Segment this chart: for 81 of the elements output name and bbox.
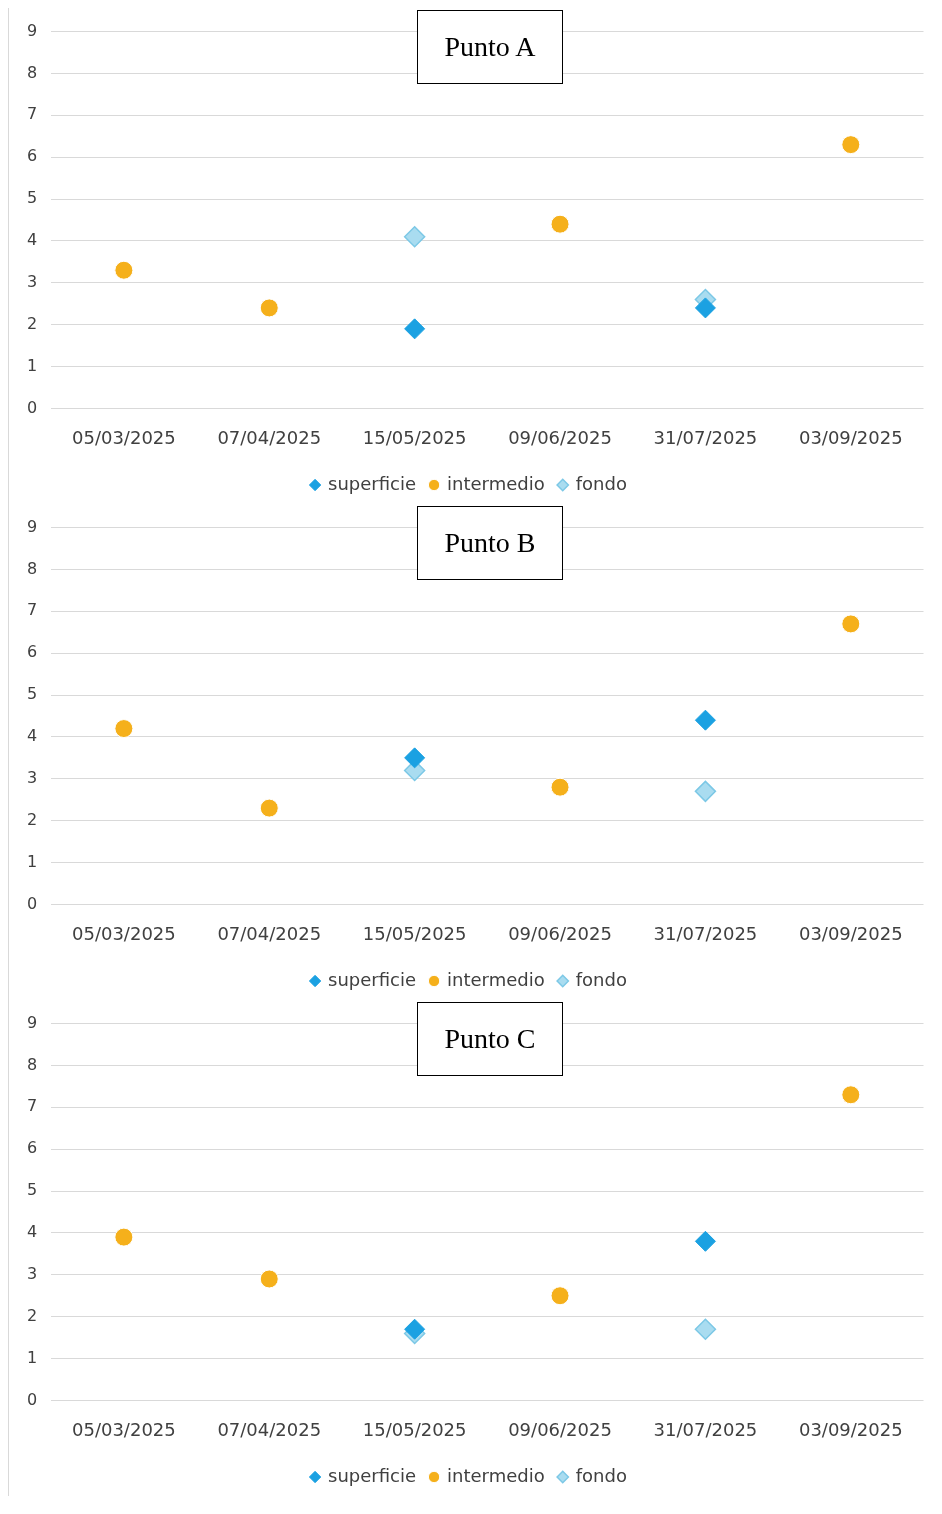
- y-tick-label: 6: [26, 146, 38, 166]
- point: [114, 1227, 134, 1247]
- y-tick-label: 3: [26, 271, 38, 291]
- x-tick-label: 05/03/2025: [72, 922, 176, 944]
- point: [841, 614, 861, 634]
- y-tick-label: 9: [26, 20, 38, 40]
- x-tick-label: 05/03/2025: [72, 426, 176, 448]
- y-tick-label: 8: [26, 62, 38, 82]
- x-tick-label: 31/07/2025: [653, 1418, 758, 1440]
- y-tick-label: 4: [26, 726, 38, 746]
- x-tick-label: 07/04/2025: [217, 426, 322, 448]
- point: [694, 1230, 716, 1252]
- x-tick-label: 09/06/2025: [508, 922, 612, 944]
- y-tick-label: 1: [26, 851, 38, 871]
- point: [259, 1269, 279, 1289]
- point: [114, 719, 134, 739]
- legend-label: superficie: [328, 472, 417, 494]
- legend-label: intermedio: [447, 472, 545, 494]
- point: [259, 298, 279, 318]
- x-tick-label: 03/09/2025: [798, 922, 903, 944]
- y-tick-label: 1: [26, 1347, 38, 1367]
- point: [694, 709, 716, 731]
- y-tick-label: 3: [26, 1263, 38, 1283]
- point: [404, 318, 426, 340]
- y-tick-label: 8: [26, 558, 38, 578]
- y-tick-label: 0: [26, 397, 38, 417]
- point: [259, 798, 279, 818]
- x-tick-label: 15/05/2025: [362, 426, 467, 448]
- y-tick-label: 9: [26, 516, 38, 536]
- chart-title: Punto A: [417, 10, 563, 84]
- y-tick-label: 2: [26, 809, 38, 829]
- legend-label: superficie: [328, 1464, 417, 1486]
- x-tick-label: 09/06/2025: [508, 1418, 612, 1440]
- y-tick-label: 2: [26, 1305, 38, 1325]
- x-tick-label: 03/09/2025: [798, 426, 903, 448]
- y-tick-label: 0: [26, 1389, 38, 1409]
- point: [550, 214, 570, 234]
- legend-label: fondo: [575, 472, 627, 494]
- y-tick-label: 7: [26, 600, 38, 620]
- y-tick-label: 4: [26, 230, 38, 250]
- y-tick-label: 8: [26, 1054, 38, 1074]
- y-tick-label: 6: [26, 1138, 38, 1158]
- x-tick-label: 07/04/2025: [217, 922, 322, 944]
- y-tick-label: 9: [26, 1012, 38, 1032]
- legend-label: fondo: [575, 1464, 627, 1486]
- legend-label: superficie: [328, 968, 417, 990]
- y-tick-label: 5: [26, 1180, 38, 1200]
- y-tick-label: 2: [26, 313, 38, 333]
- legend-label: fondo: [575, 968, 627, 990]
- x-tick-label: 07/04/2025: [217, 1418, 322, 1440]
- y-tick-label: 7: [26, 104, 38, 124]
- point: [694, 780, 717, 803]
- point: [404, 747, 426, 769]
- point: [404, 1318, 426, 1340]
- y-tick-label: 7: [26, 1096, 38, 1116]
- x-tick-label: 15/05/2025: [362, 922, 467, 944]
- legend-label: intermedio: [447, 1464, 545, 1486]
- y-tick-label: 3: [26, 767, 38, 787]
- y-tick-label: 5: [26, 188, 38, 208]
- point: [114, 260, 134, 280]
- y-tick-label: 0: [26, 893, 38, 913]
- point: [403, 226, 426, 248]
- chart-title: Punto C: [417, 1002, 563, 1076]
- x-tick-label: 05/03/2025: [72, 1418, 176, 1440]
- y-tick-label: 5: [26, 684, 38, 704]
- chart-title: Punto B: [417, 506, 563, 580]
- point: [694, 1318, 717, 1340]
- legend-label: intermedio: [447, 968, 545, 990]
- point: [550, 777, 570, 797]
- x-tick-label: 31/07/2025: [653, 922, 758, 944]
- point: [841, 135, 861, 155]
- point: [550, 1286, 570, 1306]
- y-tick-label: 6: [26, 642, 38, 662]
- x-tick-label: 09/06/2025: [508, 426, 612, 448]
- y-tick-label: 1: [26, 355, 38, 375]
- x-tick-label: 15/05/2025: [362, 1418, 467, 1440]
- y-tick-label: 4: [26, 1222, 38, 1242]
- x-tick-label: 03/09/2025: [798, 1418, 903, 1440]
- point: [694, 297, 716, 319]
- x-tick-label: 31/07/2025: [653, 426, 758, 448]
- point: [841, 1085, 861, 1105]
